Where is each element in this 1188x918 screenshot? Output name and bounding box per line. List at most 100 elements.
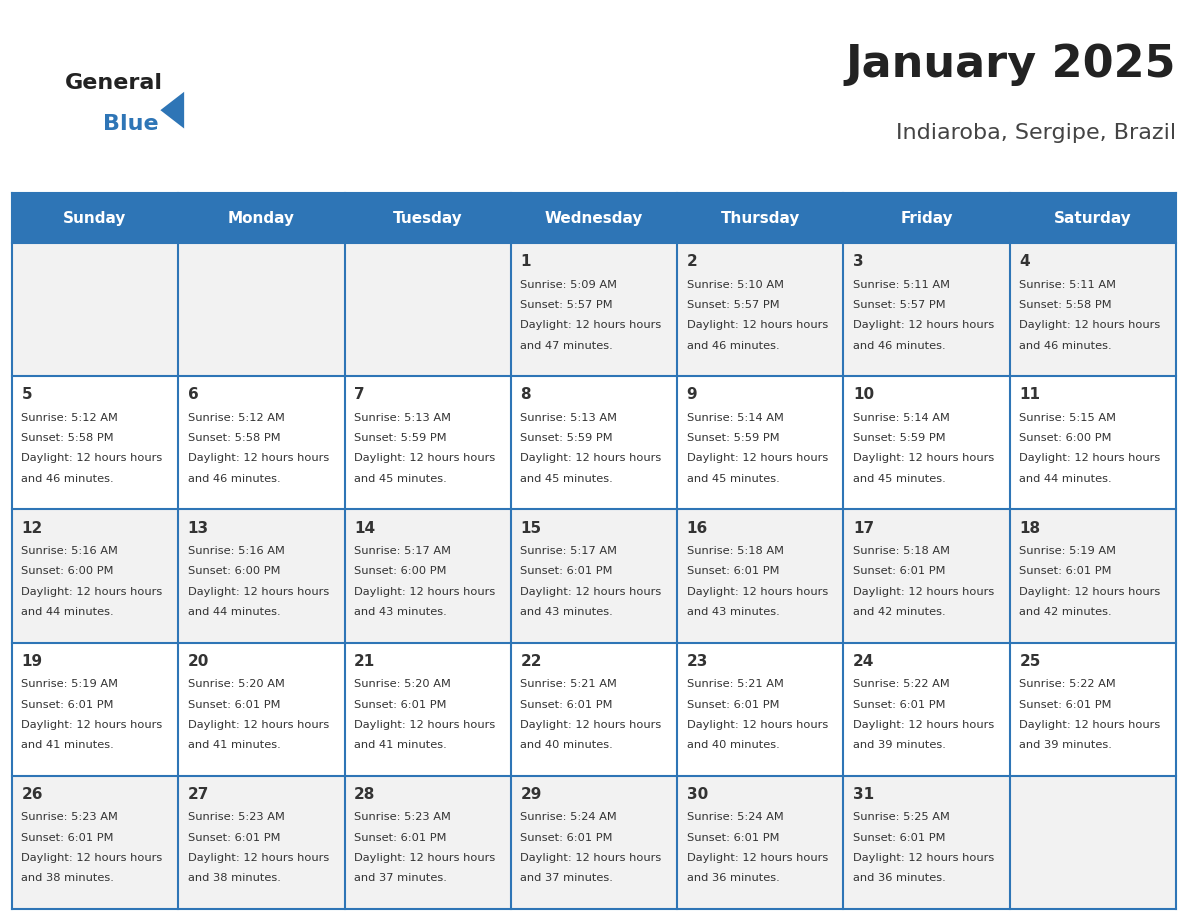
Text: 2: 2 [687,254,697,269]
Text: Daylight: 12 hours hours: Daylight: 12 hours hours [853,853,994,863]
Text: 8: 8 [520,387,531,402]
Text: Daylight: 12 hours hours: Daylight: 12 hours hours [687,320,828,330]
Bar [345,643,511,776]
Text: Sunset: 5:59 PM: Sunset: 5:59 PM [687,433,779,443]
Bar [12,376,178,509]
Bar [1010,776,1176,909]
Text: 4: 4 [1019,254,1030,269]
Text: 14: 14 [354,521,375,535]
Text: Daylight: 12 hours hours: Daylight: 12 hours hours [188,720,329,730]
Text: 12: 12 [21,521,43,535]
Text: Daylight: 12 hours hours: Daylight: 12 hours hours [354,453,495,464]
Text: Sunset: 6:01 PM: Sunset: 6:01 PM [21,700,114,710]
Text: Sunset: 6:01 PM: Sunset: 6:01 PM [354,700,447,710]
Text: 13: 13 [188,521,209,535]
Text: Sunset: 6:00 PM: Sunset: 6:00 PM [354,566,447,577]
Text: Sunrise: 5:12 AM: Sunrise: 5:12 AM [21,413,119,423]
Text: 31: 31 [853,787,874,801]
Text: and 47 minutes.: and 47 minutes. [520,341,613,351]
Text: Sunset: 5:59 PM: Sunset: 5:59 PM [354,433,447,443]
Text: Daylight: 12 hours hours: Daylight: 12 hours hours [188,853,329,863]
Text: Sunrise: 5:09 AM: Sunrise: 5:09 AM [520,280,618,290]
Text: Sunrise: 5:20 AM: Sunrise: 5:20 AM [354,679,451,689]
Text: Sunrise: 5:22 AM: Sunrise: 5:22 AM [1019,679,1116,689]
Text: 5: 5 [21,387,32,402]
Text: Sunrise: 5:13 AM: Sunrise: 5:13 AM [520,413,618,423]
Bar [178,193,345,243]
Text: Daylight: 12 hours hours: Daylight: 12 hours hours [188,587,329,597]
Text: Daylight: 12 hours hours: Daylight: 12 hours hours [853,320,994,330]
Text: 26: 26 [21,787,43,801]
Text: 17: 17 [853,521,874,535]
Bar [12,776,178,909]
Bar [1010,509,1176,643]
Text: Daylight: 12 hours hours: Daylight: 12 hours hours [354,720,495,730]
Text: Daylight: 12 hours hours: Daylight: 12 hours hours [21,453,163,464]
Text: and 39 minutes.: and 39 minutes. [1019,740,1112,750]
Text: Sunset: 6:01 PM: Sunset: 6:01 PM [188,833,280,843]
Bar [1010,193,1176,243]
Text: and 46 minutes.: and 46 minutes. [21,474,114,484]
Text: Sunrise: 5:12 AM: Sunrise: 5:12 AM [188,413,285,423]
Text: 22: 22 [520,654,542,668]
Text: 21: 21 [354,654,375,668]
Bar [12,193,178,243]
Text: Sunset: 6:01 PM: Sunset: 6:01 PM [853,700,946,710]
Bar [511,243,677,376]
Text: Daylight: 12 hours hours: Daylight: 12 hours hours [687,720,828,730]
Text: General: General [65,73,163,93]
Text: Sunrise: 5:18 AM: Sunrise: 5:18 AM [853,546,950,556]
Text: Sunrise: 5:25 AM: Sunrise: 5:25 AM [853,812,950,823]
Text: Daylight: 12 hours hours: Daylight: 12 hours hours [21,587,163,597]
Text: and 45 minutes.: and 45 minutes. [853,474,946,484]
Text: 7: 7 [354,387,365,402]
Text: Sunset: 6:01 PM: Sunset: 6:01 PM [520,700,613,710]
Bar [511,643,677,776]
Bar [677,643,843,776]
Text: Sunrise: 5:21 AM: Sunrise: 5:21 AM [687,679,784,689]
Text: Daylight: 12 hours hours: Daylight: 12 hours hours [687,853,828,863]
Bar [843,776,1010,909]
Text: 9: 9 [687,387,697,402]
Text: Daylight: 12 hours hours: Daylight: 12 hours hours [853,587,994,597]
Text: and 43 minutes.: and 43 minutes. [520,607,613,617]
Text: Sunrise: 5:14 AM: Sunrise: 5:14 AM [853,413,950,423]
Text: 18: 18 [1019,521,1041,535]
Polygon shape [160,92,184,129]
Text: and 40 minutes.: and 40 minutes. [520,740,613,750]
Text: Sunrise: 5:17 AM: Sunrise: 5:17 AM [354,546,451,556]
Text: Sunset: 5:58 PM: Sunset: 5:58 PM [1019,300,1112,310]
Bar [511,776,677,909]
Bar [511,376,677,509]
Bar [677,776,843,909]
Text: and 41 minutes.: and 41 minutes. [188,740,280,750]
Text: Sunrise: 5:23 AM: Sunrise: 5:23 AM [21,812,119,823]
Text: 25: 25 [1019,654,1041,668]
Text: and 46 minutes.: and 46 minutes. [853,341,946,351]
Text: Thursday: Thursday [721,210,800,226]
Text: Sunset: 6:01 PM: Sunset: 6:01 PM [687,833,779,843]
Text: Sunset: 5:58 PM: Sunset: 5:58 PM [21,433,114,443]
Text: Tuesday: Tuesday [393,210,462,226]
Text: 29: 29 [520,787,542,801]
Text: and 46 minutes.: and 46 minutes. [687,341,779,351]
Bar [345,776,511,909]
Text: 11: 11 [1019,387,1041,402]
Text: Sunset: 5:57 PM: Sunset: 5:57 PM [687,300,779,310]
Text: Sunset: 6:01 PM: Sunset: 6:01 PM [520,833,613,843]
Text: Sunrise: 5:19 AM: Sunrise: 5:19 AM [21,679,119,689]
Text: Sunset: 5:57 PM: Sunset: 5:57 PM [520,300,613,310]
Text: Sunrise: 5:16 AM: Sunrise: 5:16 AM [21,546,119,556]
Text: Sunrise: 5:11 AM: Sunrise: 5:11 AM [853,280,950,290]
Text: and 41 minutes.: and 41 minutes. [354,740,447,750]
Text: Sunrise: 5:11 AM: Sunrise: 5:11 AM [1019,280,1117,290]
Bar [345,193,511,243]
Text: Sunrise: 5:24 AM: Sunrise: 5:24 AM [520,812,617,823]
Bar [843,643,1010,776]
Bar [511,509,677,643]
Text: Sunset: 6:01 PM: Sunset: 6:01 PM [1019,566,1112,577]
Text: and 41 minutes.: and 41 minutes. [21,740,114,750]
Text: Daylight: 12 hours hours: Daylight: 12 hours hours [520,853,662,863]
Text: Sunrise: 5:14 AM: Sunrise: 5:14 AM [687,413,784,423]
Text: Sunset: 6:01 PM: Sunset: 6:01 PM [188,700,280,710]
